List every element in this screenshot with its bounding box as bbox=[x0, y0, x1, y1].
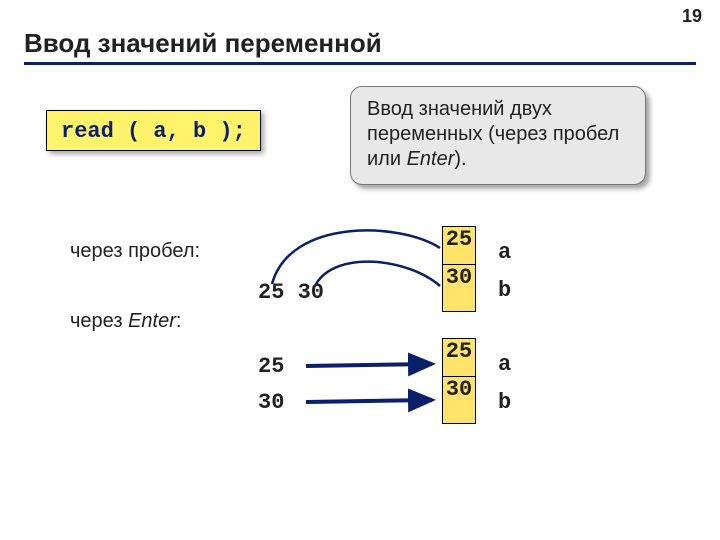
page-title: Ввод значений переменной bbox=[24, 28, 382, 59]
code-snippet: read ( a, b ); bbox=[46, 110, 261, 151]
diagram-overlay bbox=[0, 0, 720, 540]
callout-explanation: Ввод значений двух переменных (через про… bbox=[350, 86, 646, 185]
input-enter-2: 30 bbox=[258, 390, 284, 415]
label-via-space: через пробел: bbox=[70, 240, 200, 263]
value-box-b1: 30 bbox=[442, 264, 476, 312]
slide-page: 19 Ввод значений переменной read ( a, b … bbox=[0, 0, 720, 540]
arrow-25-to-a bbox=[306, 364, 432, 366]
title-rule bbox=[24, 62, 696, 65]
arc-25-to-a bbox=[272, 230, 440, 284]
label-via-enter: через Enter: bbox=[70, 310, 181, 333]
input-enter-1: 25 bbox=[258, 354, 284, 379]
var-a1: a bbox=[498, 240, 511, 265]
value-box-b2: 30 bbox=[442, 376, 476, 424]
page-number: 19 bbox=[682, 6, 702, 27]
arc-30-to-b bbox=[316, 262, 440, 286]
var-b2: b bbox=[498, 390, 511, 415]
var-a2: a bbox=[498, 352, 511, 377]
arrow-30-to-b bbox=[306, 400, 432, 402]
var-b1: b bbox=[498, 278, 511, 303]
input-space: 25 30 bbox=[258, 280, 324, 305]
